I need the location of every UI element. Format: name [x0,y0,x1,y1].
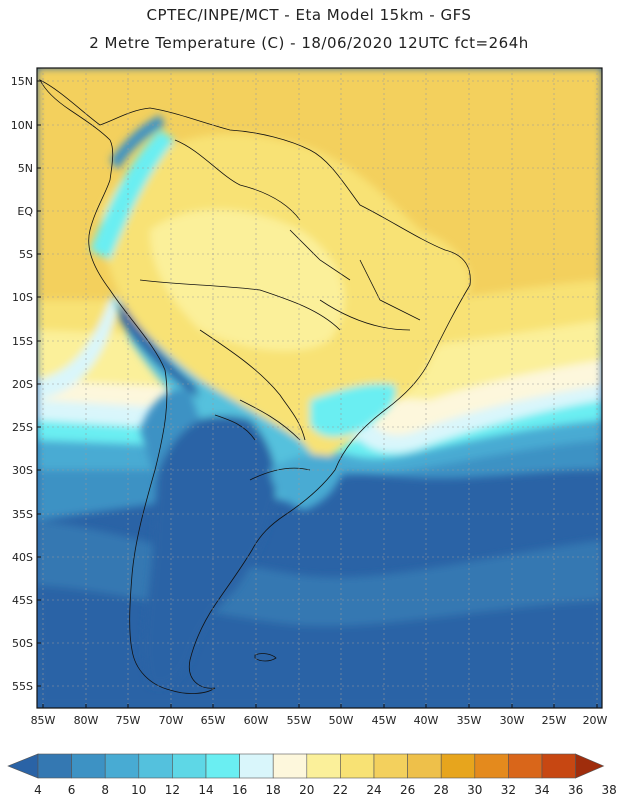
map-frame [36,67,603,709]
colorbar-swatch [373,753,408,779]
colorbar-swatch [138,753,173,779]
colorbar-swatch [71,753,106,779]
lat-label: 10N [11,119,33,132]
colorbar-swatch [407,753,442,779]
lat-label: 50S [12,637,33,650]
colorbar-swatch [239,753,274,779]
lon-label: 75W [116,714,141,727]
colorbar-label: 36 [568,783,583,797]
temperature-field [37,68,602,708]
lat-label: 55S [12,680,33,693]
lat-label: 25S [12,421,33,434]
lon-label: 80W [74,714,99,727]
colorbar-label: 12 [165,783,180,797]
colorbar-label: 16 [232,783,247,797]
colorbar-swatch [306,753,341,779]
lon-label: 35W [457,714,482,727]
lon-label: 65W [201,714,226,727]
colorbar-label: 34 [534,783,549,797]
colorbar-swatch [205,753,240,779]
axis-ticks [37,80,598,708]
lat-label: 35S [12,508,33,521]
colorbar-label: 6 [68,783,76,797]
lon-label: 45W [372,714,397,727]
lat-label: 15N [11,75,33,88]
lat-label: 15S [12,335,33,348]
colorbar: 4 6 8 10 12 14 16 18 20 22 24 26 28 30 32 34 36 38 [7,753,617,797]
latitude-labels: 15N 10N 5N EQ 5S 10S 15S 20S 25S 30S 35S… [11,75,34,693]
longitude-labels: 85W 80W 75W 70W 65W 60W 55W 50W 45W 40W … [31,714,608,727]
lon-label: 70W [159,714,184,727]
colorbar-label: 14 [198,783,213,797]
colorbar-label: 22 [333,783,348,797]
colorbar-arrow-left [7,753,39,779]
lon-label: 85W [31,714,56,727]
colorbar-label: 10 [131,783,146,797]
lon-label: 50W [329,714,354,727]
lon-label: 30W [500,714,525,727]
colorbar-swatch [340,753,375,779]
title-line-2: 2 Metre Temperature (C) - 18/06/2020 12U… [89,34,529,52]
lat-label: 5S [19,248,33,261]
colorbar-swatch [37,753,72,779]
colorbar-label: 4 [34,783,42,797]
lat-label: 10S [12,291,33,304]
lat-label: EQ [17,205,33,218]
lat-label: 20S [12,378,33,391]
colorbar-swatch [440,753,476,779]
colorbar-label: 28 [434,783,449,797]
colorbar-swatch [104,753,140,779]
colorbar-label: 20 [299,783,314,797]
colorbar-label: 8 [101,783,109,797]
lat-label: 40S [12,551,33,564]
colorbar-label: 38 [602,783,617,797]
title-line-1: CPTEC/INPE/MCT - Eta Model 15km - GFS [146,6,472,24]
colorbar-label: 30 [467,783,482,797]
colorbar-swatch [272,753,308,779]
lon-label: 20W [583,714,608,727]
grid-lines [37,68,602,708]
colorbar-swatch [474,753,509,779]
lat-label: 30S [12,464,33,477]
lon-label: 25W [542,714,567,727]
colorbar-label: 24 [366,783,381,797]
lon-label: 60W [244,714,269,727]
colorbar-arrow-right [575,753,605,779]
colorbar-label: 32 [501,783,516,797]
colorbar-swatch [172,753,207,779]
colorbar-swatch [508,753,543,779]
colorbar-label: 18 [266,783,281,797]
lon-label: 40W [414,714,439,727]
lon-label: 55W [287,714,312,727]
lat-label: 5N [18,162,33,175]
colorbar-swatch [541,753,576,779]
lat-label: 45S [12,594,33,607]
colorbar-label: 26 [400,783,415,797]
